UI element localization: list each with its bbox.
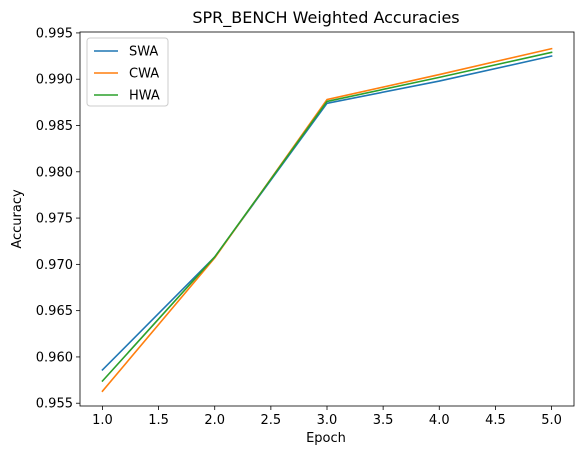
x-tick-label: 4.0 — [429, 413, 450, 428]
x-tick-label: 1.5 — [148, 413, 169, 428]
series-line-swa — [101, 55, 553, 372]
y-tick-label: 0.995 — [36, 26, 73, 41]
y-tick-label: 0.955 — [36, 397, 73, 412]
series-line-cwa — [101, 47, 553, 393]
x-tick-label: 3.0 — [317, 413, 338, 428]
y-axis-label: Accuracy — [10, 189, 25, 249]
x-tick-label: 1.0 — [92, 413, 113, 428]
legend: SWA CWA HWA — [86, 37, 169, 107]
axis-ticks: 1.0 1.5 2.0 2.5 3.0 3.5 4.0 4.5 5.0 0.955 0.960 0.9… — [36, 26, 562, 428]
y-tick-label: 0.960 — [36, 350, 73, 365]
x-tick-label: 5.0 — [541, 413, 562, 428]
series-lines — [101, 47, 553, 393]
y-tick-label: 0.990 — [36, 73, 73, 88]
y-tick-label: 0.965 — [36, 304, 73, 319]
legend-box — [86, 37, 169, 107]
x-tick-label: 2.0 — [204, 413, 225, 428]
y-tick-label: 0.980 — [36, 165, 73, 180]
legend-label-swa: SWA — [129, 45, 158, 60]
series-line-hwa — [101, 51, 553, 383]
x-axis-label: Epoch — [306, 431, 346, 446]
chart-title: SPR_BENCH Weighted Accuracies — [192, 8, 459, 28]
x-tick-label: 2.5 — [261, 413, 282, 428]
legend-label-cwa: CWA — [129, 67, 159, 82]
y-tick-label: 0.975 — [36, 212, 73, 227]
x-tick-label: 4.5 — [485, 413, 506, 428]
y-tick-label: 0.985 — [36, 119, 73, 134]
legend-label-hwa: HWA — [129, 89, 160, 104]
y-tick-label: 0.970 — [36, 258, 73, 273]
axes-frame — [79, 31, 575, 407]
x-tick-label: 3.5 — [373, 413, 394, 428]
